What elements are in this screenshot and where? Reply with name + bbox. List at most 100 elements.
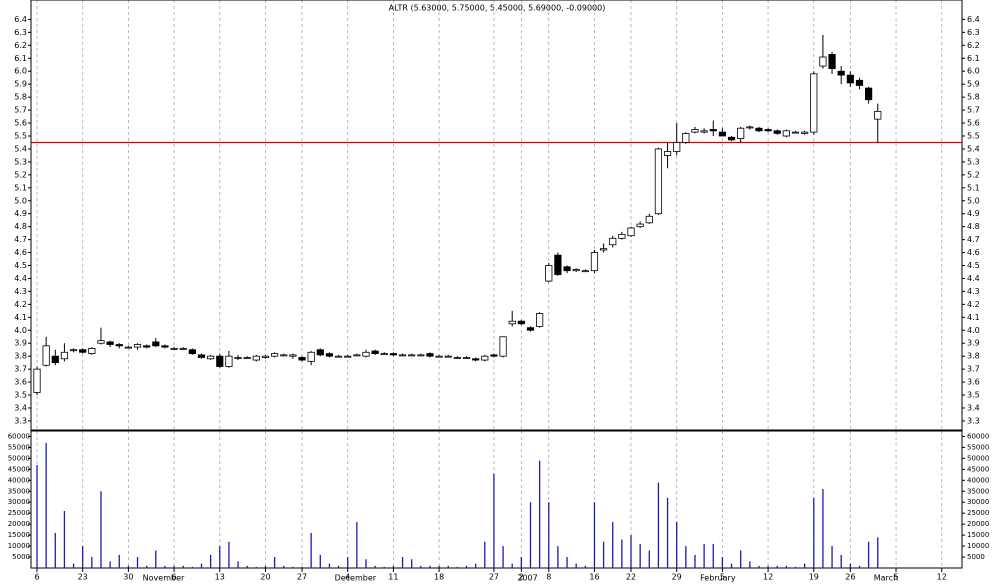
candle-body <box>170 348 178 350</box>
candle-body <box>334 355 343 358</box>
y-tick-label-right: 6.0 <box>967 67 980 76</box>
y2-tick-label: 50000 <box>8 454 30 462</box>
month-label: 2007 <box>517 574 537 583</box>
y-tick-label-right: 6.2 <box>967 41 980 50</box>
y-tick-label-right: 5.7 <box>967 106 980 115</box>
month-label: December <box>335 574 377 583</box>
y-tick-label: 6.1 <box>14 54 27 63</box>
candle-body <box>727 136 736 141</box>
y-tick-label: 3.4 <box>14 403 27 412</box>
y-tick-label-right: 3.5 <box>967 391 980 400</box>
y2-tick-label: 10000 <box>8 542 30 550</box>
x-tick-label: 18 <box>434 573 444 582</box>
candle-body <box>645 215 653 224</box>
candle-body <box>289 354 297 357</box>
x-tick-label: 12 <box>937 573 947 582</box>
y-tick-label-right: 4.2 <box>967 300 980 309</box>
candle-body <box>298 357 306 361</box>
y2-tick-label: 35000 <box>8 487 30 495</box>
y2-tick-label: 55000 <box>8 443 30 451</box>
price-panel <box>30 0 963 431</box>
y2-tick-label-right: 60000 <box>967 432 989 440</box>
candle-body <box>481 355 489 361</box>
candle-body <box>115 344 123 347</box>
y2-tick-label-right: 40000 <box>967 476 989 484</box>
x-tick-label: 4 <box>345 573 350 582</box>
y-tick-label: 4.2 <box>14 300 27 309</box>
volume-panel <box>30 430 963 569</box>
y2-tick-label-right: 50000 <box>967 454 989 462</box>
candle-body <box>417 354 425 357</box>
y-tick-label-right: 6.3 <box>967 28 980 37</box>
candle-body <box>554 254 562 275</box>
y-tick-label: 6.3 <box>14 28 27 37</box>
candle-body <box>636 223 644 228</box>
y-tick-label-right: 4.5 <box>967 261 980 270</box>
candle-body <box>88 348 96 354</box>
candle-body <box>837 70 845 76</box>
candle-body <box>855 79 864 86</box>
candle-body <box>33 368 41 393</box>
y-tick-label-right: 5.5 <box>967 131 980 140</box>
candle-body <box>828 53 836 70</box>
candle-body <box>106 341 114 345</box>
x-tick-label: 5 <box>720 573 725 582</box>
candle-body <box>709 129 717 132</box>
x-tick-label: 23 <box>78 573 88 582</box>
y2-tick-label: 30000 <box>8 498 30 506</box>
x-tick-label: 12 <box>763 573 773 582</box>
candle-body <box>764 129 772 132</box>
month-label: March <box>874 574 898 583</box>
y-tick-label: 4.0 <box>14 326 27 335</box>
candle-body <box>353 354 361 357</box>
y-tick-label: 5.7 <box>14 106 27 115</box>
y-tick-label-right: 5.6 <box>967 119 980 128</box>
candle-body <box>663 151 672 156</box>
y-tick-label-right: 5.4 <box>967 144 980 153</box>
y-tick-label: 6.0 <box>14 67 27 76</box>
candle-body <box>307 351 315 362</box>
y2-tick-label: 5000 <box>12 553 30 561</box>
y-tick-label-right: 6.4 <box>967 15 980 24</box>
candle-body <box>737 127 745 139</box>
y2-tick-label-right: 45000 <box>967 465 989 473</box>
x-tick-label: 2 <box>519 573 524 582</box>
candle-body <box>755 127 763 132</box>
y2-tick-label: 45000 <box>8 465 30 473</box>
y-tick-label-right: 3.7 <box>967 365 980 374</box>
candle-body <box>618 234 626 239</box>
y-tick-label: 3.9 <box>14 339 27 348</box>
x-tick-label: 8 <box>546 573 551 582</box>
candle-body <box>545 265 553 282</box>
candle-body <box>444 355 452 358</box>
x-tick-label: 19 <box>809 573 819 582</box>
x-tick-label: 6 <box>172 573 177 582</box>
candle-body <box>426 353 434 357</box>
y-tick-label: 5.0 <box>14 196 27 205</box>
x-tick-label: 26 <box>845 573 855 582</box>
candle-body <box>161 345 169 348</box>
y-tick-label-right: 3.3 <box>967 416 980 425</box>
candle-body <box>499 336 507 357</box>
candle-body <box>152 341 160 347</box>
y-tick-label: 4.7 <box>14 235 27 244</box>
y-tick-label-right: 4.7 <box>967 235 980 244</box>
candle-body <box>69 349 78 352</box>
y-tick-label: 3.6 <box>14 378 27 387</box>
candle-body <box>389 353 398 356</box>
candle-body <box>462 357 471 359</box>
y-tick-label-right: 5.8 <box>967 93 980 102</box>
candle-body <box>517 320 525 325</box>
y-tick-label: 6.2 <box>14 41 27 50</box>
candle-body <box>408 354 416 357</box>
y-tick-label: 3.7 <box>14 365 27 374</box>
candle-body <box>261 355 270 358</box>
candle-body <box>216 355 224 367</box>
y-tick-label: 5.5 <box>14 131 27 140</box>
y-tick-label-right: 4.6 <box>967 248 980 257</box>
candle-body <box>60 351 69 360</box>
candle-body <box>398 354 407 357</box>
y-tick-label: 6.4 <box>14 15 27 24</box>
y-tick-label: 4.9 <box>14 209 27 218</box>
